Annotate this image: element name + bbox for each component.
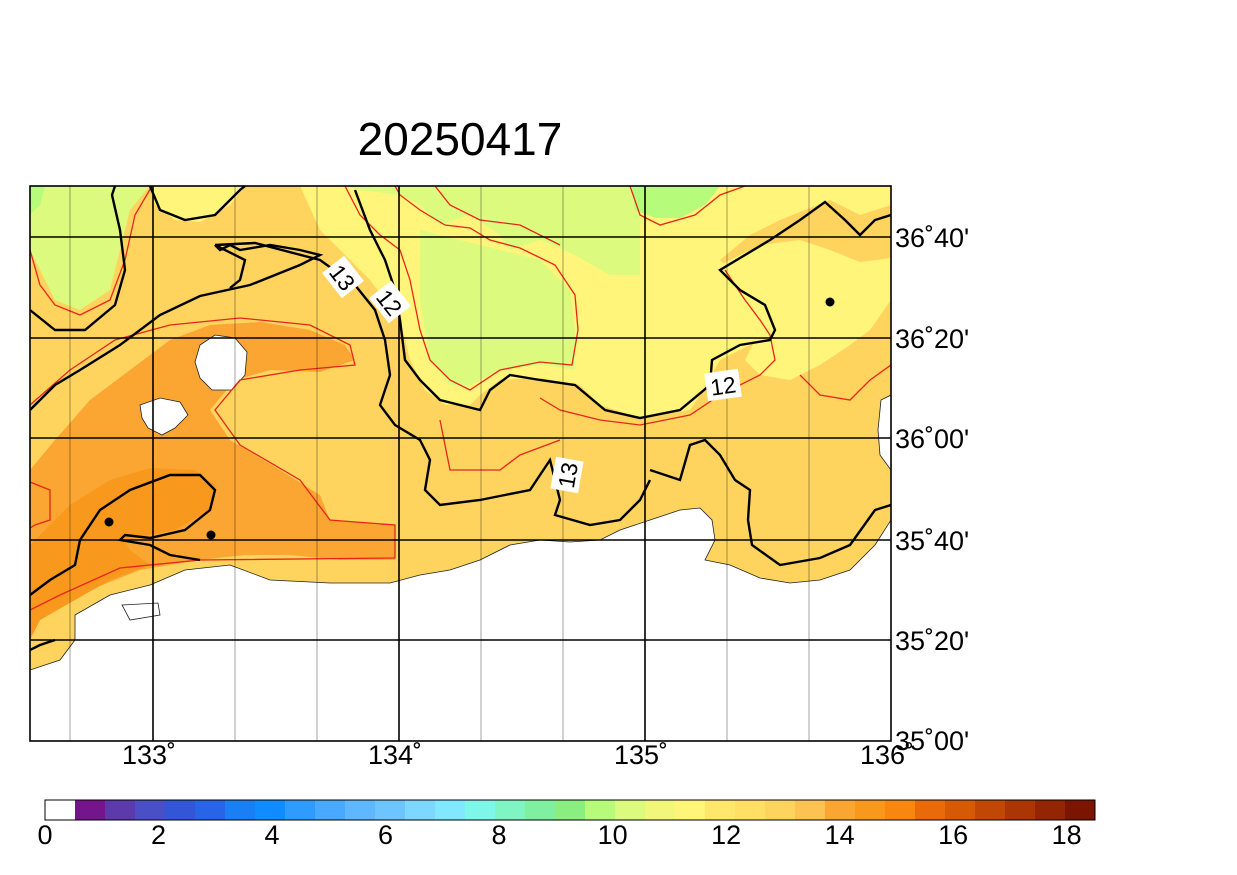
colorbar-swatch [945, 800, 976, 820]
colorbar-tick-label: 6 [378, 820, 394, 850]
colorbar-tick-label: 0 [37, 820, 53, 850]
colorbar-tick-label: 16 [938, 820, 969, 850]
lat-label: 36˚00' [895, 424, 970, 454]
colorbar-swatch [1065, 800, 1096, 820]
minor-contours [30, 186, 891, 611]
colorbar [45, 800, 1096, 820]
colorbar-tick-label: 8 [491, 820, 507, 850]
colorbar-swatch [345, 800, 376, 820]
land-small-isle [121, 602, 161, 621]
colorbar-swatch [195, 800, 226, 820]
colorbar-swatch [45, 800, 76, 820]
colorbar-tick-label: 4 [264, 820, 280, 850]
colorbar-swatch [705, 800, 736, 820]
colorbar-swatch [1005, 800, 1036, 820]
colorbar-swatch [645, 800, 676, 820]
lat-label: 36˚20' [895, 324, 970, 354]
land-east-peninsula [877, 394, 891, 471]
colorbar-tick-label: 14 [824, 820, 855, 850]
colorbar-swatch [495, 800, 526, 820]
graticule [30, 186, 891, 741]
lon-label: 135˚ [614, 740, 669, 770]
colorbar-swatch [795, 800, 826, 820]
colorbar-swatch [525, 800, 556, 820]
major-contours [30, 186, 891, 652]
map-title: 20250417 [357, 113, 563, 165]
contour-label: 13 [550, 456, 584, 494]
colorbar-tick-label: 12 [711, 820, 742, 850]
lat-label: 36˚40' [895, 223, 970, 253]
map-frame [29, 185, 892, 742]
colorbar-tick-label: 10 [597, 820, 628, 850]
colorbar-swatch [285, 800, 316, 820]
sst-field-11-5-nw [30, 186, 150, 310]
sst-field-12-nw2 [150, 186, 245, 222]
colorbar-swatch [105, 800, 136, 820]
contour-label-text: 12 [709, 371, 738, 400]
colorbar-swatch [375, 800, 406, 820]
colorbar-swatch [315, 800, 346, 820]
contour-label-text: 13 [553, 460, 583, 490]
colorbar-tick-label: 18 [1051, 820, 1082, 850]
colorbar-swatch [1035, 800, 1066, 820]
land-dozen-island-2 [139, 397, 189, 436]
colorbar-swatch [465, 800, 496, 820]
station-dot [206, 530, 216, 540]
colorbar-swatch [435, 800, 466, 820]
colorbar-swatch [915, 800, 946, 820]
lat-label: 35˚00' [895, 726, 970, 756]
colorbar-frame [44, 799, 1096, 821]
colorbar-swatch [135, 800, 166, 820]
colorbar-swatch [75, 800, 106, 820]
colorbar-swatch [975, 800, 1006, 820]
station-dot [825, 297, 835, 307]
sst-field-11-0-nw [30, 186, 45, 215]
colorbar-swatch [855, 800, 886, 820]
colorbar-swatch [885, 800, 916, 820]
colorbar-swatch [555, 800, 586, 820]
sst-field-12-0-east [720, 240, 891, 380]
sst-field-14-0 [30, 468, 215, 640]
lon-label: 134˚ [368, 740, 423, 770]
colorbar-swatch [825, 800, 856, 820]
lat-label: 35˚40' [895, 526, 970, 556]
colorbar-swatch [735, 800, 766, 820]
lon-label: 136˚ [860, 740, 915, 770]
sst-field-11-5b [420, 230, 575, 385]
sst-field-11-0 [632, 186, 720, 218]
lon-label: 133˚ [122, 740, 177, 770]
contour-label: 12 [704, 368, 742, 402]
colorbar-swatch [165, 800, 196, 820]
station-dot [104, 517, 114, 527]
colorbar-swatch [765, 800, 796, 820]
sst-field-11-5 [345, 186, 640, 275]
colorbar-swatch [405, 800, 436, 820]
lat-label: 35˚20' [895, 626, 970, 656]
colorbar-swatch [615, 800, 646, 820]
colorbar-swatch [255, 800, 286, 820]
colorbar-swatch [675, 800, 706, 820]
colorbar-swatch [585, 800, 616, 820]
colorbar-swatch [225, 800, 256, 820]
colorbar-tick-label: 2 [151, 820, 167, 850]
